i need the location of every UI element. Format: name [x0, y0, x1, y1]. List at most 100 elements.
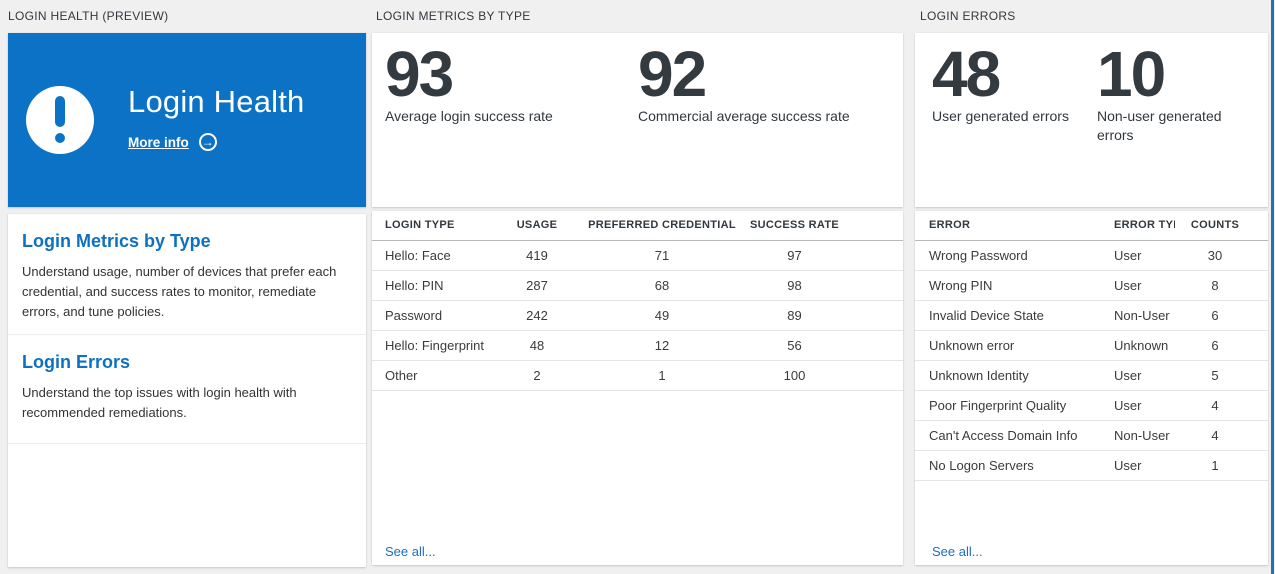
cell-preferred-credential: 12 — [577, 330, 747, 361]
cell-error: Unknown Identity — [915, 360, 1100, 391]
cell-preferred-credential: 49 — [577, 300, 747, 331]
cell-spacer — [1255, 420, 1268, 451]
cell-counts: 4 — [1175, 390, 1255, 421]
cell-counts: 5 — [1175, 360, 1255, 391]
cell-counts: 1 — [1175, 450, 1255, 481]
login-metrics-table-card: LOGIN TYPE USAGE PREFERRED CREDENTIAL SU… — [372, 211, 903, 565]
stat-label: Commercial average success rate — [638, 108, 850, 124]
table-row: Password 242 49 89 — [372, 300, 903, 331]
alert-icon-bar — [55, 96, 65, 127]
cell-error-type: User — [1100, 450, 1175, 481]
stat-value: 93 — [385, 38, 454, 110]
column-header-error-type: ERROR TYPE — [1100, 211, 1175, 241]
column-header-spacer — [1255, 211, 1268, 241]
menu-item-title[interactable]: Login Metrics by Type — [22, 231, 211, 251]
cell-error: Invalid Device State — [915, 300, 1100, 331]
cell-spacer — [1255, 390, 1268, 421]
menu-item-description: Understand usage, number of devices that… — [22, 264, 337, 319]
cell-counts: 4 — [1175, 420, 1255, 451]
cell-error-type: User — [1100, 270, 1175, 301]
stat-label: Average login success rate — [385, 108, 553, 124]
stat-average-login-success-rate: 93 Average login success rate — [385, 38, 553, 126]
section-title-login-metrics: LOGIN METRICS BY TYPE — [376, 9, 531, 23]
menu-item-description: Understand the top issues with login hea… — [22, 385, 297, 420]
table-row: Can't Access Domain Info Non-User 4 — [915, 420, 1268, 451]
cell-spacer — [842, 300, 903, 331]
cell-error-type: User — [1100, 360, 1175, 391]
cell-success-rate: 97 — [747, 240, 842, 271]
cell-spacer — [1255, 270, 1268, 301]
cell-counts: 8 — [1175, 270, 1255, 301]
stat-value: 10 — [1097, 38, 1166, 110]
cell-usage: 242 — [497, 300, 577, 331]
cell-usage: 2 — [497, 360, 577, 391]
column-header-usage: USAGE — [497, 211, 577, 241]
cell-counts: 6 — [1175, 330, 1255, 361]
cell-preferred-credential: 71 — [577, 240, 747, 271]
column-header-preferred-credential: PREFERRED CREDENTIAL — [577, 211, 747, 241]
cell-error-type: Unknown — [1100, 330, 1175, 361]
more-info-row: More info → — [128, 133, 304, 151]
menu-item-title[interactable]: Login Errors — [22, 352, 131, 372]
cell-error: Wrong Password — [915, 240, 1100, 271]
more-info-link[interactable]: More info — [128, 134, 189, 150]
section-title-login-health: LOGIN HEALTH (PREVIEW) — [8, 9, 169, 23]
see-all-link-metrics[interactable]: See all... — [385, 544, 436, 559]
menu-item-login-errors[interactable]: Login Errors Understand the top issues w… — [8, 335, 366, 444]
cell-success-rate: 89 — [747, 300, 842, 331]
cell-success-rate: 56 — [747, 330, 842, 361]
cell-counts: 6 — [1175, 300, 1255, 331]
cell-error-type: Non-User — [1100, 300, 1175, 331]
login-health-menu: Login Metrics by Type Understand usage, … — [8, 214, 366, 567]
arrow-right-circle-icon[interactable]: → — [198, 133, 217, 151]
table-header-row: ERROR ERROR TYPE COUNTS — [915, 211, 1268, 241]
cell-login-type: Hello: PIN — [372, 270, 497, 301]
cell-login-type: Hello: Face — [372, 240, 497, 271]
column-header-success-rate: SUCCESS RATE — [747, 211, 842, 241]
column-header-error: ERROR — [915, 211, 1100, 241]
table-row: Other 2 1 100 — [372, 360, 903, 391]
stat-value: 48 — [932, 38, 1001, 110]
cell-error: Poor Fingerprint Quality — [915, 390, 1100, 421]
cell-spacer — [1255, 360, 1268, 391]
table-row: Wrong PIN User 8 — [915, 270, 1268, 301]
cell-error-type: User — [1100, 240, 1175, 271]
cell-login-type: Password — [372, 300, 497, 331]
stat-non-user-generated-errors: 10 Non-user generated errors — [1097, 38, 1232, 145]
cell-login-type: Hello: Fingerprint — [372, 330, 497, 361]
table-row: Hello: Fingerprint 48 12 56 — [372, 330, 903, 361]
cell-preferred-credential: 1 — [577, 360, 747, 391]
table-row: Wrong Password User 30 — [915, 240, 1268, 271]
table-header-row: LOGIN TYPE USAGE PREFERRED CREDENTIAL SU… — [372, 211, 903, 241]
column-header-login-type: LOGIN TYPE — [372, 211, 497, 241]
see-all-link-errors[interactable]: See all... — [932, 544, 983, 559]
login-health-tile-text: Login Health More info → — [128, 84, 304, 151]
cell-spacer — [1255, 450, 1268, 481]
login-errors-stats-card: 48 User generated errors 10 Non-user gen… — [915, 33, 1268, 207]
login-errors-table: ERROR ERROR TYPE COUNTS Wrong Password U… — [915, 211, 1268, 481]
cell-success-rate: 100 — [747, 360, 842, 391]
table-row: No Logon Servers User 1 — [915, 450, 1268, 481]
cell-error: No Logon Servers — [915, 450, 1100, 481]
table-row: Hello: PIN 287 68 98 — [372, 270, 903, 301]
cell-spacer — [842, 270, 903, 301]
table-row: Unknown error Unknown 6 — [915, 330, 1268, 361]
cell-usage: 48 — [497, 330, 577, 361]
menu-item-login-metrics-by-type[interactable]: Login Metrics by Type Understand usage, … — [8, 214, 366, 335]
login-metrics-table: LOGIN TYPE USAGE PREFERRED CREDENTIAL SU… — [372, 211, 903, 391]
stat-label: User generated errors — [932, 108, 1069, 124]
cell-usage: 287 — [497, 270, 577, 301]
cell-spacer — [842, 360, 903, 391]
table-row: Poor Fingerprint Quality User 4 — [915, 390, 1268, 421]
cell-error: Wrong PIN — [915, 270, 1100, 301]
column-header-counts: COUNTS — [1175, 211, 1255, 241]
tile-title: Login Health — [128, 84, 305, 119]
cell-counts: 30 — [1175, 240, 1255, 271]
table-row: Hello: Face 419 71 97 — [372, 240, 903, 271]
stat-value: 92 — [638, 38, 707, 110]
adjacent-blade-edge — [1271, 0, 1274, 574]
cell-error: Unknown error — [915, 330, 1100, 361]
login-health-tile[interactable]: Login Health More info → — [8, 33, 366, 207]
stat-commercial-average-success-rate: 92 Commercial average success rate — [638, 38, 850, 126]
